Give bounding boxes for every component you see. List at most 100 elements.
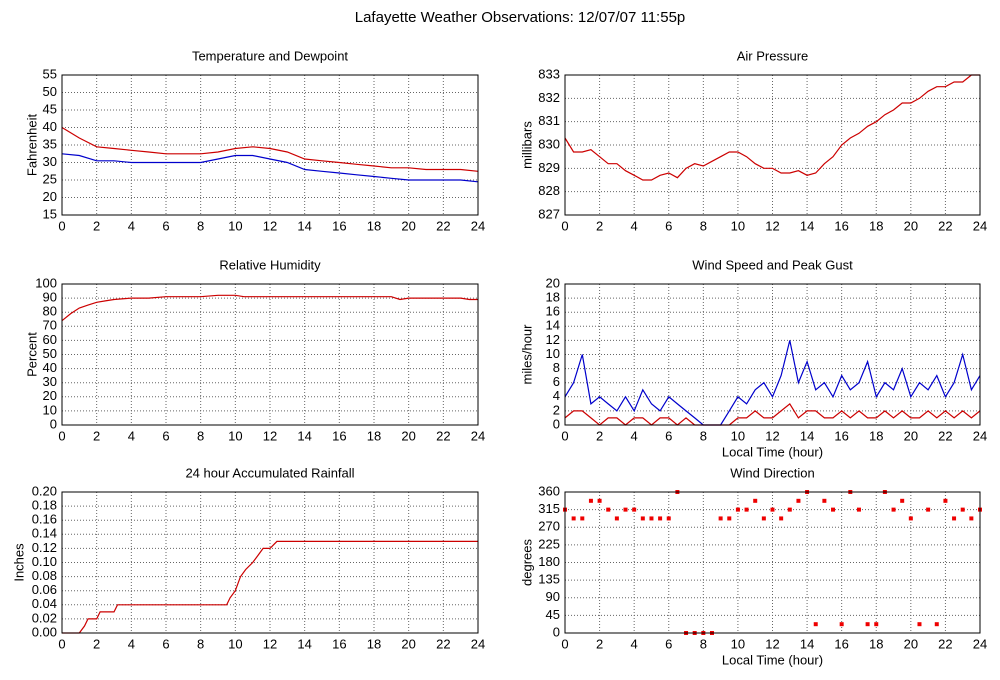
y-tick-label: 0	[50, 416, 57, 431]
data-point	[614, 516, 619, 521]
y-tick-label: 55	[43, 66, 57, 81]
plot-frame	[61, 74, 479, 216]
y-tick-label: 15	[43, 206, 57, 221]
x-tick-label: 24	[973, 636, 987, 651]
y-tick-label: 80	[43, 304, 57, 319]
y-axis-label: Inches	[11, 543, 26, 582]
x-tick-label: 18	[869, 428, 883, 443]
data-point	[856, 507, 861, 512]
x-tick-label: 6	[665, 636, 672, 651]
y-tick-label: 50	[43, 346, 57, 361]
plot-frame	[564, 283, 981, 426]
data-point	[727, 516, 732, 521]
x-tick-label: 10	[731, 636, 745, 651]
data-point	[779, 516, 784, 521]
y-tick-label: 40	[43, 360, 57, 375]
plot-frame	[564, 491, 981, 634]
x-tick-label: 8	[197, 636, 204, 651]
y-tick-label: 4	[553, 388, 560, 403]
x-axis-label: Local Time (hour)	[722, 444, 823, 459]
y-tick-label: 830	[538, 136, 560, 151]
y-tick-label: 8	[553, 360, 560, 375]
x-tick-label: 20	[904, 636, 918, 651]
x-tick-label: 4	[631, 636, 638, 651]
y-tick-label: 0.00	[32, 624, 57, 639]
y-tick-label: 0.18	[32, 498, 57, 513]
data-line	[564, 340, 981, 426]
x-tick-label: 18	[869, 218, 883, 233]
x-tick-label: 24	[973, 428, 987, 443]
data-point	[580, 516, 585, 521]
x-tick-label: 6	[162, 428, 169, 443]
x-tick-label: 0	[58, 218, 65, 233]
x-tick-label: 22	[938, 428, 952, 443]
y-tick-label: 12	[546, 332, 560, 347]
data-point	[796, 498, 801, 503]
y-tick-label: 50	[43, 84, 57, 99]
y-tick-label: 70	[43, 318, 57, 333]
x-tick-label: 24	[973, 218, 987, 233]
x-tick-label: 20	[904, 218, 918, 233]
x-tick-label: 22	[938, 636, 952, 651]
plot-frame	[61, 283, 479, 426]
x-tick-label: 8	[700, 428, 707, 443]
y-tick-label: 6	[553, 374, 560, 389]
y-tick-label: 0	[553, 624, 560, 639]
x-tick-label: 6	[162, 636, 169, 651]
x-tick-label: 14	[297, 636, 311, 651]
x-tick-label: 16	[834, 428, 848, 443]
chart-title: Air Pressure	[737, 48, 809, 63]
chart-title: Wind Direction	[730, 465, 815, 480]
y-tick-label: 829	[538, 160, 560, 175]
y-tick-label: 30	[43, 154, 57, 169]
x-tick-label: 6	[665, 218, 672, 233]
data-line	[564, 403, 981, 426]
x-tick-label: 16	[332, 218, 346, 233]
y-tick-label: 0.08	[32, 568, 57, 583]
data-point	[735, 507, 740, 512]
x-tick-label: 12	[765, 218, 779, 233]
x-tick-label: 6	[162, 218, 169, 233]
x-tick-label: 22	[938, 218, 952, 233]
x-tick-label: 18	[367, 636, 381, 651]
y-axis-label: Percent	[24, 332, 39, 377]
y-tick-label: 828	[538, 183, 560, 198]
y-tick-label: 20	[43, 189, 57, 204]
y-tick-label: 827	[538, 206, 560, 221]
data-point	[900, 498, 905, 503]
x-tick-label: 10	[228, 428, 242, 443]
data-line	[61, 126, 479, 172]
data-point	[649, 516, 654, 521]
y-tick-label: 831	[538, 113, 560, 128]
y-tick-label: 16	[546, 304, 560, 319]
x-tick-label: 2	[596, 218, 603, 233]
plot-frame	[564, 74, 981, 216]
x-tick-label: 2	[93, 428, 100, 443]
y-tick-label: 270	[538, 519, 560, 534]
x-tick-label: 20	[401, 636, 415, 651]
data-point	[813, 622, 818, 627]
data-point	[718, 516, 723, 521]
x-tick-label: 4	[631, 428, 638, 443]
data-point	[934, 622, 939, 627]
data-point	[571, 516, 576, 521]
y-tick-label: 60	[43, 332, 57, 347]
x-tick-label: 16	[332, 636, 346, 651]
x-tick-label: 12	[765, 428, 779, 443]
data-line	[564, 74, 980, 181]
data-point	[839, 622, 844, 627]
y-tick-label: 225	[538, 536, 560, 551]
data-point	[952, 516, 957, 521]
x-tick-label: 2	[596, 636, 603, 651]
y-tick-label: 40	[43, 119, 57, 134]
y-tick-label: 180	[538, 554, 560, 569]
data-point	[606, 507, 611, 512]
x-tick-label: 14	[297, 428, 311, 443]
y-tick-label: 0	[553, 416, 560, 431]
data-point	[658, 516, 663, 521]
x-tick-label: 0	[58, 428, 65, 443]
y-tick-label: 45	[546, 607, 560, 622]
x-tick-label: 20	[904, 428, 918, 443]
x-tick-label: 0	[561, 428, 568, 443]
